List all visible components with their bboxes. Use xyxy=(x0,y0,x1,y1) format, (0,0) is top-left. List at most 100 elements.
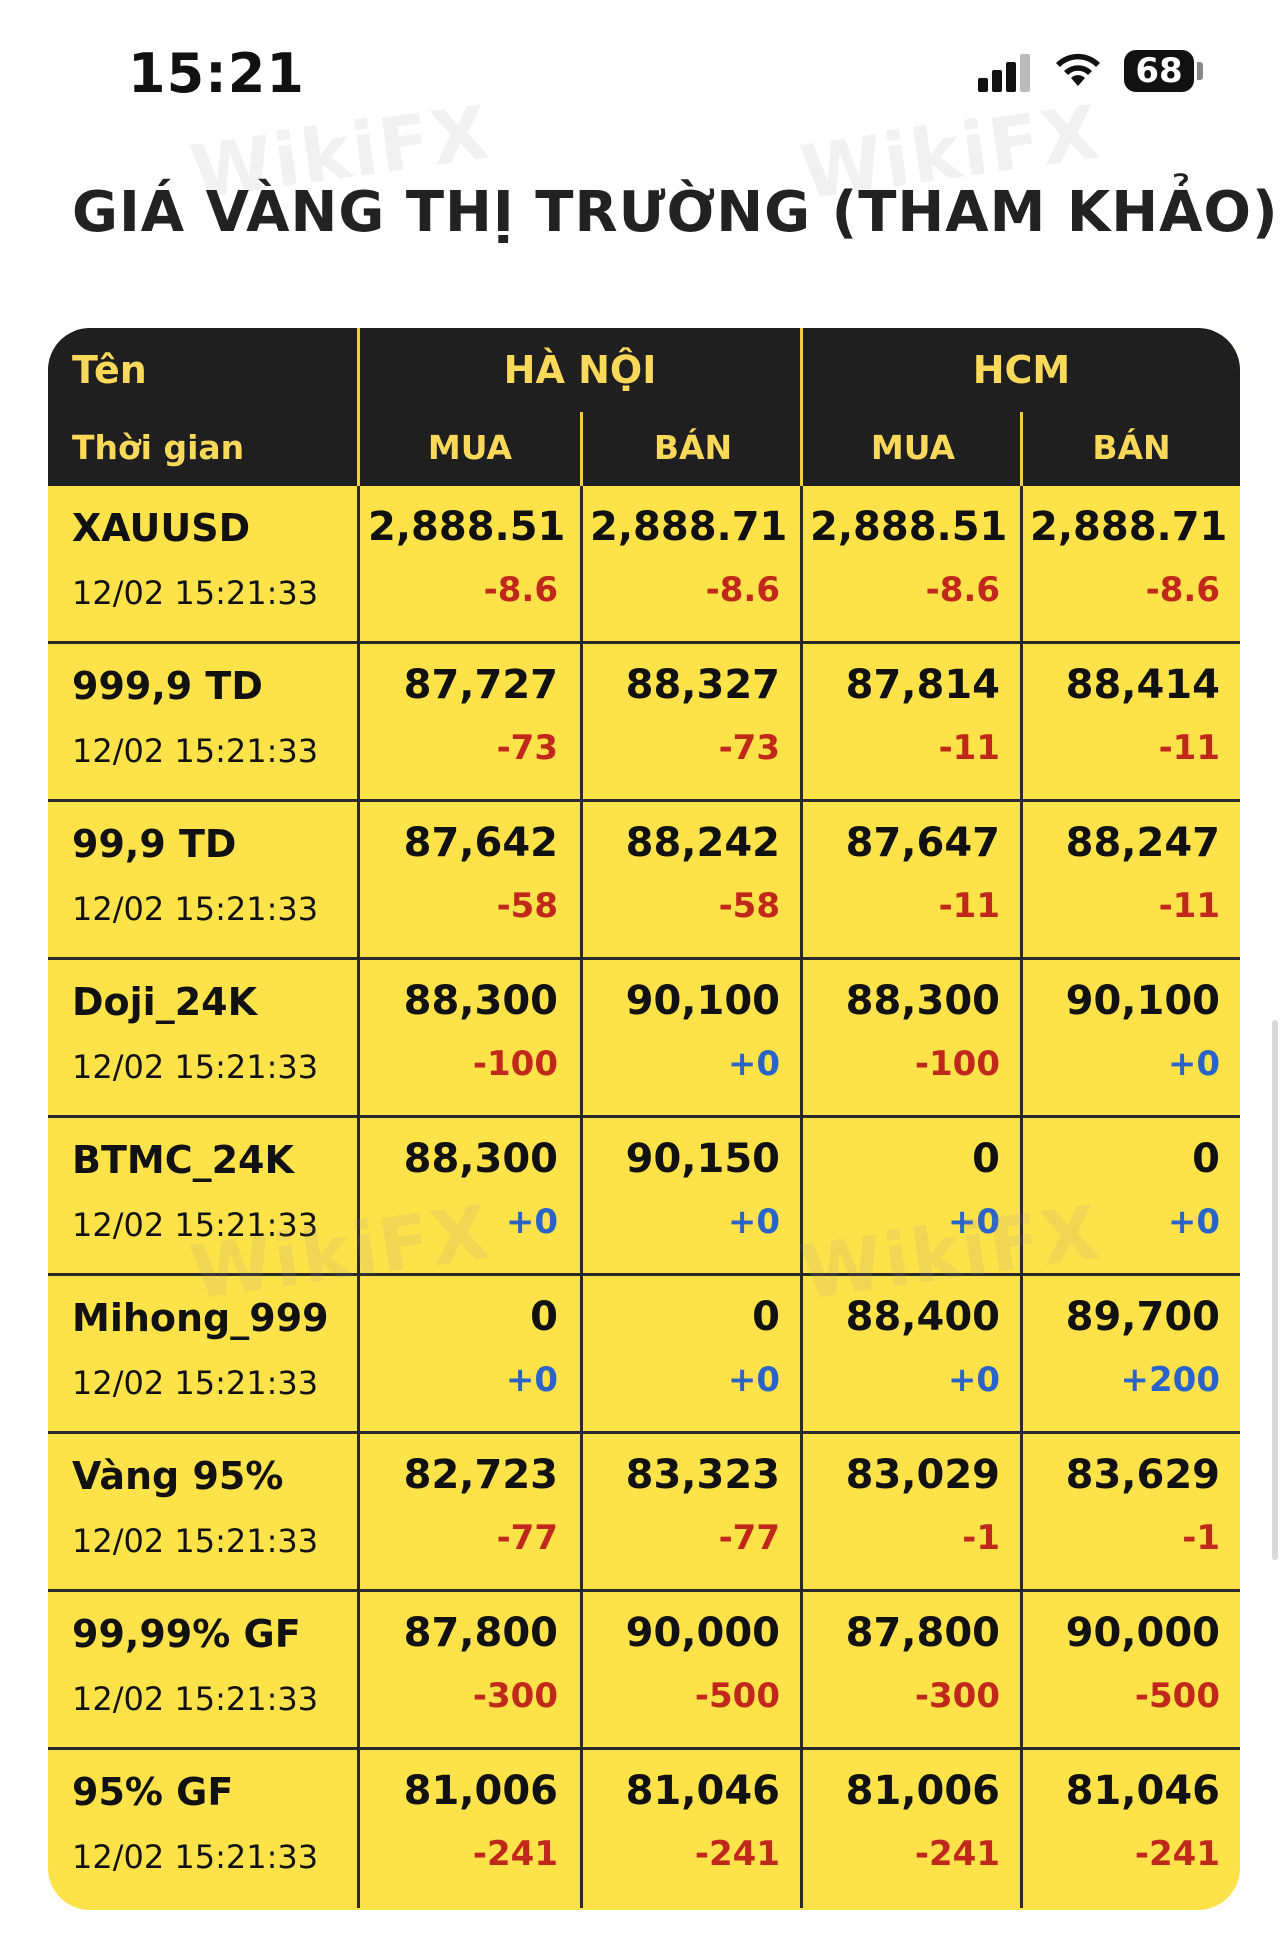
change-hn-buy: -77 xyxy=(496,1518,558,1558)
column-divider xyxy=(800,960,803,1115)
header-divider xyxy=(580,412,583,486)
change-hcm-sell: -500 xyxy=(1134,1676,1220,1716)
battery-icon: 68 xyxy=(1124,50,1194,92)
price-hn-sell: 90,000 xyxy=(625,1610,780,1656)
change-hn-sell: +0 xyxy=(727,1360,780,1400)
price-hcm-buy: 88,400 xyxy=(845,1294,1000,1340)
table-row[interactable]: 99,99% GF 12/02 15:21:33 87,800 -300 90,000 -… xyxy=(48,1592,1240,1750)
change-hn-sell: +0 xyxy=(727,1202,780,1242)
column-divider xyxy=(580,1434,583,1589)
change-hn-buy: -241 xyxy=(472,1834,558,1874)
row-time: 12/02 15:21:33 xyxy=(72,1838,319,1876)
table-row[interactable]: 999,9 TD 12/02 15:21:33 87,727 -73 88,327 -73… xyxy=(48,644,1240,802)
row-name: 95% GF xyxy=(72,1770,234,1814)
row-name: 999,9 TD xyxy=(72,664,263,708)
column-divider xyxy=(357,960,360,1115)
table-row[interactable]: Doji_24K 12/02 15:21:33 88,300 -100 90,100 +0… xyxy=(48,960,1240,1118)
row-name: Doji_24K xyxy=(72,980,258,1024)
column-divider xyxy=(1020,1434,1023,1589)
column-divider xyxy=(800,802,803,957)
column-divider xyxy=(1020,1592,1023,1747)
price-hcm-sell: 2,888.71 xyxy=(1030,504,1228,550)
change-hcm-buy: -8.6 xyxy=(925,570,1000,610)
column-divider xyxy=(580,1276,583,1431)
row-name: 99,99% GF xyxy=(72,1612,301,1656)
column-divider xyxy=(1020,1118,1023,1273)
price-hn-sell: 90,150 xyxy=(625,1136,780,1182)
column-divider xyxy=(357,486,360,641)
table-row[interactable]: XAUUSD 12/02 15:21:33 2,888.51 -8.6 2,888.71… xyxy=(48,486,1240,644)
row-time: 12/02 15:21:33 xyxy=(72,1522,319,1560)
change-hcm-buy: -100 xyxy=(914,1044,1000,1084)
column-divider xyxy=(357,644,360,799)
table-row[interactable]: 95% GF 12/02 15:21:33 81,006 -241 81,046 -241… xyxy=(48,1750,1240,1908)
price-hcm-sell: 89,700 xyxy=(1065,1294,1220,1340)
price-hcm-sell: 83,629 xyxy=(1065,1452,1220,1498)
row-name: Mihong_999 xyxy=(72,1296,329,1340)
price-hcm-sell: 88,414 xyxy=(1065,662,1220,708)
header-time-label: Thời gian xyxy=(72,428,245,467)
table-row[interactable]: 99,9 TD 12/02 15:21:33 87,642 -58 88,242 -58 8… xyxy=(48,802,1240,960)
price-hn-buy: 87,800 xyxy=(403,1610,558,1656)
change-hcm-buy: +0 xyxy=(947,1360,1000,1400)
change-hn-buy: -100 xyxy=(472,1044,558,1084)
header-hcm: HCM xyxy=(972,348,1071,392)
page-title: GIÁ VÀNG THỊ TRƯỜNG (THAM KHẢO) xyxy=(72,180,1279,245)
change-hcm-sell: +0 xyxy=(1167,1202,1220,1242)
gold-price-table: Tên Thời gian HÀ NỘI HCM MUA BÁN MUA BÁN… xyxy=(48,328,1240,1910)
column-divider xyxy=(800,1276,803,1431)
column-divider xyxy=(1020,486,1023,641)
column-divider xyxy=(580,960,583,1115)
header-divider xyxy=(357,328,360,486)
column-divider xyxy=(580,1750,583,1908)
header-divider xyxy=(1020,412,1023,486)
price-hn-buy: 81,006 xyxy=(403,1768,558,1814)
header-hcm-buy: MUA xyxy=(870,428,956,467)
table-row[interactable]: BTMC_24K 12/02 15:21:33 88,300 +0 90,150 +0 0 +… xyxy=(48,1118,1240,1276)
column-divider xyxy=(580,1118,583,1273)
column-divider xyxy=(800,1592,803,1747)
change-hcm-buy: -241 xyxy=(914,1834,1000,1874)
table-row[interactable]: Mihong_999 12/02 15:21:33 0 +0 0 +0 88,400 +0 89… xyxy=(48,1276,1240,1434)
column-divider xyxy=(357,1750,360,1908)
column-divider xyxy=(1020,1276,1023,1431)
price-hcm-buy: 0 xyxy=(972,1136,1000,1182)
price-hn-sell: 83,323 xyxy=(625,1452,780,1498)
change-hcm-sell: +0 xyxy=(1167,1044,1220,1084)
change-hcm-sell: +200 xyxy=(1120,1360,1220,1400)
change-hn-buy: -73 xyxy=(496,728,558,768)
column-divider xyxy=(580,486,583,641)
column-divider xyxy=(1020,802,1023,957)
price-hn-buy: 0 xyxy=(530,1294,558,1340)
change-hcm-buy: +0 xyxy=(947,1202,1000,1242)
header-name-label: Tên xyxy=(72,348,147,392)
price-hcm-sell: 0 xyxy=(1192,1136,1220,1182)
change-hn-sell: +0 xyxy=(727,1044,780,1084)
row-name: Vàng 95% xyxy=(72,1454,284,1498)
price-hn-buy: 88,300 xyxy=(403,1136,558,1182)
column-divider xyxy=(580,1592,583,1747)
battery-cap xyxy=(1197,62,1203,80)
change-hcm-sell: -8.6 xyxy=(1145,570,1220,610)
change-hn-buy: -8.6 xyxy=(483,570,558,610)
status-time: 15:21 xyxy=(128,42,305,105)
row-time: 12/02 15:21:33 xyxy=(72,1680,319,1718)
price-hn-sell: 0 xyxy=(752,1294,780,1340)
header-hanoi: HÀ NỘI xyxy=(503,348,657,392)
price-hn-buy: 2,888.51 xyxy=(368,504,566,550)
change-hcm-sell: -11 xyxy=(1158,728,1220,768)
price-hcm-buy: 81,006 xyxy=(845,1768,1000,1814)
row-name: 99,9 TD xyxy=(72,822,237,866)
price-hcm-buy: 88,300 xyxy=(845,978,1000,1024)
row-name: XAUUSD xyxy=(72,506,251,550)
cellular-signal-icon xyxy=(978,52,1034,92)
scrollbar[interactable] xyxy=(1272,1020,1278,1560)
price-hcm-buy: 87,647 xyxy=(845,820,1000,866)
change-hcm-buy: -1 xyxy=(962,1518,1000,1558)
change-hcm-buy: -300 xyxy=(914,1676,1000,1716)
table-row[interactable]: Vàng 95% 12/02 15:21:33 82,723 -77 83,323 -77… xyxy=(48,1434,1240,1592)
header-hanoi-buy: MUA xyxy=(427,428,513,467)
column-divider xyxy=(357,1118,360,1273)
wifi-icon xyxy=(1056,53,1100,86)
change-hn-sell: -73 xyxy=(718,728,780,768)
